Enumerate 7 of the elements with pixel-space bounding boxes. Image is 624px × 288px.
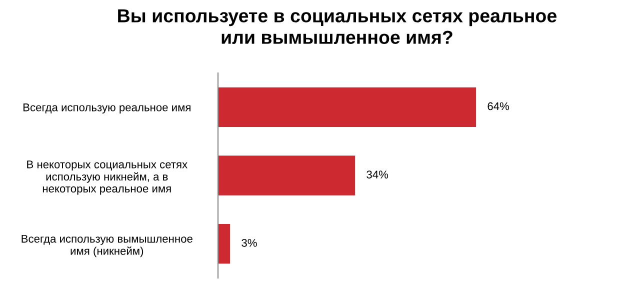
data-label: 34% [366,170,388,178]
y-tick-label: В некоторых социальных сетях использую никнейм, а в некоторых реальное имя [27,160,188,195]
y-tick-label: Всегда использую вымышленное имя (никнейм) [22,234,192,258]
data-label: 64% [488,102,510,110]
y-tick-label: Всегда использую реальное имя [23,104,190,114]
chart-title: Вы используете в социальных сетях реальное или вымышленное имя? [118,9,556,44]
data-label: 3% [242,238,257,247]
